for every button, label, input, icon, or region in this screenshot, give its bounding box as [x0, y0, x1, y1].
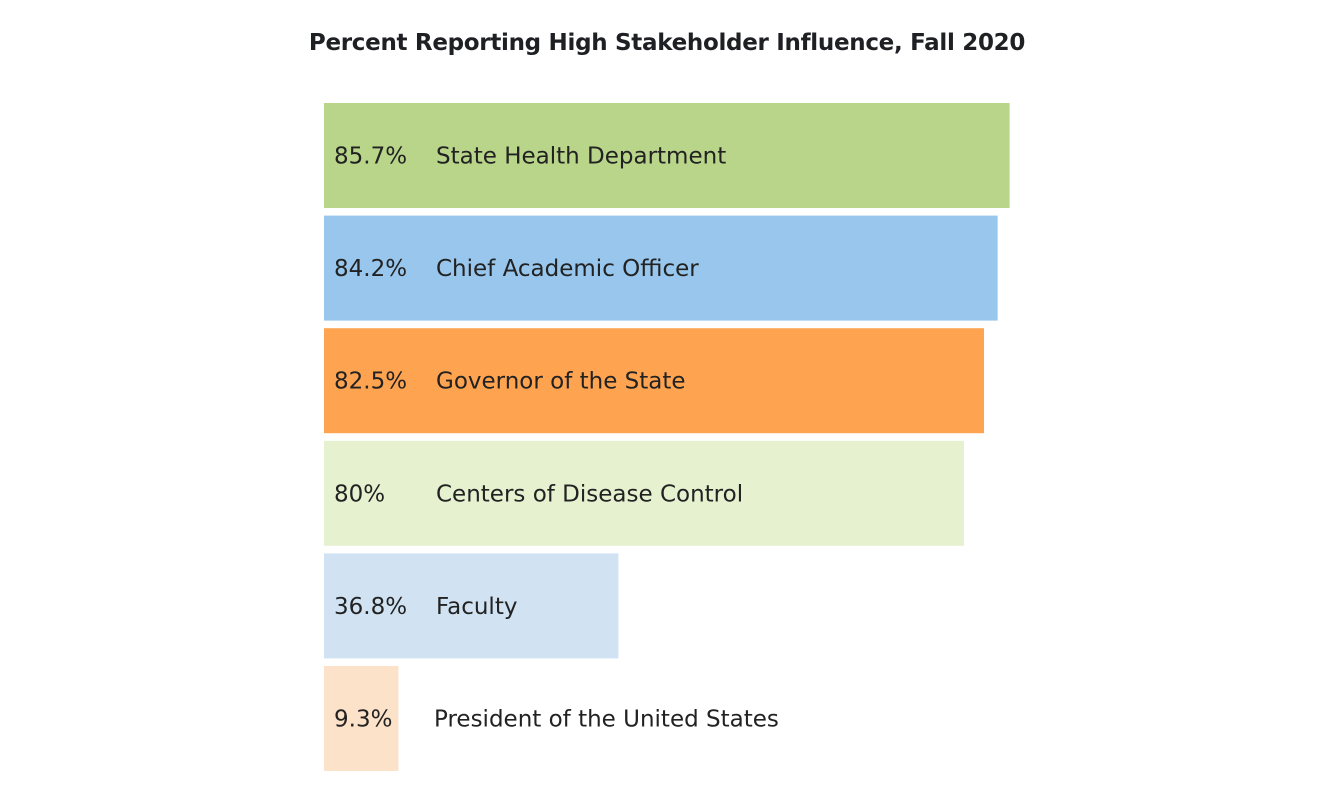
- bar-value-label: 84.2%: [334, 256, 407, 282]
- bar: [324, 440, 964, 546]
- bar-category-label: Governor of the State: [436, 369, 686, 395]
- bar-category-label: State Health Department: [436, 144, 726, 170]
- bar: [324, 215, 998, 321]
- bar: [324, 328, 984, 434]
- bar: [324, 553, 619, 659]
- bar-category-label: President of the United States: [434, 707, 779, 733]
- bar-value-label: 82.5%: [334, 369, 407, 395]
- bar: [324, 103, 1010, 208]
- bar-value-label: 80%: [334, 481, 385, 507]
- bar-value-label: 85.7%: [334, 144, 407, 170]
- bar: [324, 666, 399, 771]
- chart-title: Percent Reporting High Stakeholder Influ…: [308, 30, 1026, 56]
- bar-category-label: Chief Academic Officer: [436, 256, 699, 282]
- bar-value-label: 9.3%: [334, 707, 392, 733]
- bar-category-label: Centers of Disease Control: [436, 481, 743, 507]
- bar-value-label: 36.8%: [334, 594, 407, 620]
- bar-category-label: Faculty: [436, 594, 517, 620]
